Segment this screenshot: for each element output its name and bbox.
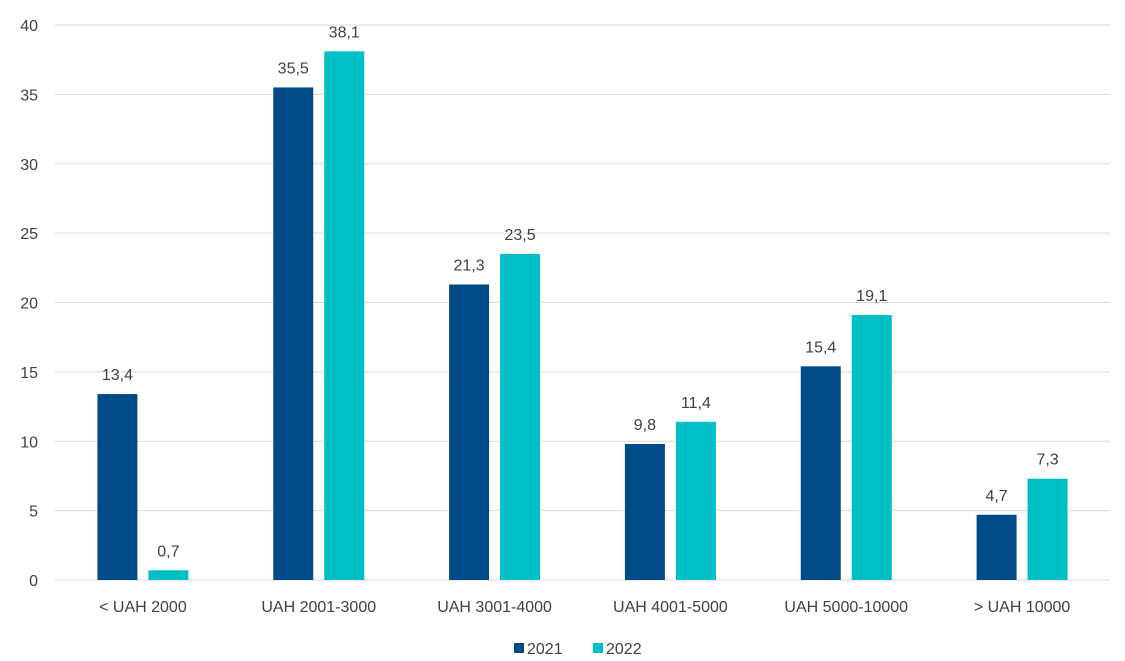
bar-2021-1 [273, 87, 314, 580]
data-label: 11,4 [681, 395, 711, 412]
bar-2022-5 [1027, 478, 1068, 580]
y-tick-label: 20 [20, 296, 38, 313]
legend-swatch-2022 [593, 643, 603, 653]
data-label: 21,3 [454, 257, 485, 274]
gridlines [55, 24, 1110, 581]
data-label: 23,5 [505, 227, 536, 244]
y-tick-label: 5 [29, 504, 38, 521]
bar-2021-3 [624, 444, 665, 580]
x-tick-label: UAH 5000-10000 [784, 599, 908, 616]
y-tick-label: 15 [20, 365, 38, 382]
data-label: 0,7 [157, 543, 179, 560]
x-tick-label: UAH 3001-4000 [437, 599, 552, 616]
data-label: 9,8 [634, 417, 656, 434]
legend-swatch-2021 [514, 643, 524, 653]
bars [97, 51, 1068, 581]
bar-2022-3 [675, 421, 716, 580]
x-tick-label: UAH 2001-3000 [261, 599, 376, 616]
bar-2021-4 [800, 366, 841, 580]
y-tick-label: 35 [20, 87, 38, 104]
data-labels: 13,4 0,7 35,5 38,1 21,3 23,5 9,8 11,4 15,4 19,1 4,… [102, 24, 1059, 560]
data-label: 15,4 [805, 339, 836, 356]
bar-2022-0 [148, 570, 189, 580]
legend: 2021 2022 [514, 641, 642, 658]
data-label: 19,1 [856, 288, 887, 305]
legend-label: 2021 [527, 641, 563, 658]
x-tick-label: UAH 4001-5000 [613, 599, 728, 616]
y-tick-label: 30 [20, 157, 38, 174]
x-tick-label: < UAH 2000 [99, 599, 187, 616]
y-tick-label: 40 [20, 18, 38, 35]
data-label: 13,4 [102, 367, 133, 384]
x-tick-label: > UAH 10000 [974, 599, 1071, 616]
bar-2022-2 [500, 253, 541, 580]
bar-2022-4 [851, 314, 892, 580]
bar-2021-5 [976, 514, 1017, 580]
legend-label: 2022 [606, 641, 642, 658]
bar-2022-1 [324, 51, 365, 581]
data-label: 4,7 [985, 488, 1007, 505]
data-label: 38,1 [329, 24, 360, 41]
x-axis-ticks: < UAH 2000 UAH 2001-3000 UAH 3001-4000 UAH … [99, 599, 1070, 616]
data-label: 35,5 [278, 60, 309, 77]
bar-2021-2 [449, 284, 490, 580]
y-tick-label: 0 [29, 573, 38, 590]
data-label: 7,3 [1036, 452, 1058, 469]
y-axis-ticks: 0 5 10 15 20 25 30 35 40 [20, 18, 38, 590]
y-tick-label: 10 [20, 434, 38, 451]
y-tick-label: 25 [20, 226, 38, 243]
bar-2021-0 [97, 394, 138, 580]
